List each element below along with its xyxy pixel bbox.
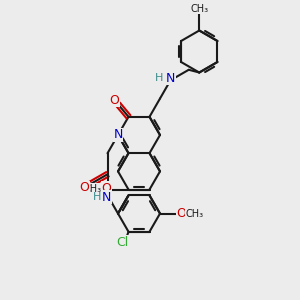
Text: CH₃: CH₃ bbox=[190, 4, 208, 14]
Text: N: N bbox=[166, 72, 175, 85]
Text: O: O bbox=[109, 94, 119, 107]
Text: H: H bbox=[93, 192, 101, 202]
Text: Cl: Cl bbox=[116, 236, 128, 249]
Text: O: O bbox=[102, 182, 112, 195]
Text: N: N bbox=[102, 191, 111, 204]
Text: N: N bbox=[113, 128, 123, 142]
Text: CH₃: CH₃ bbox=[83, 184, 102, 194]
Text: CH₃: CH₃ bbox=[185, 208, 203, 218]
Text: O: O bbox=[176, 207, 186, 220]
Text: H: H bbox=[155, 73, 164, 83]
Text: O: O bbox=[79, 181, 89, 194]
